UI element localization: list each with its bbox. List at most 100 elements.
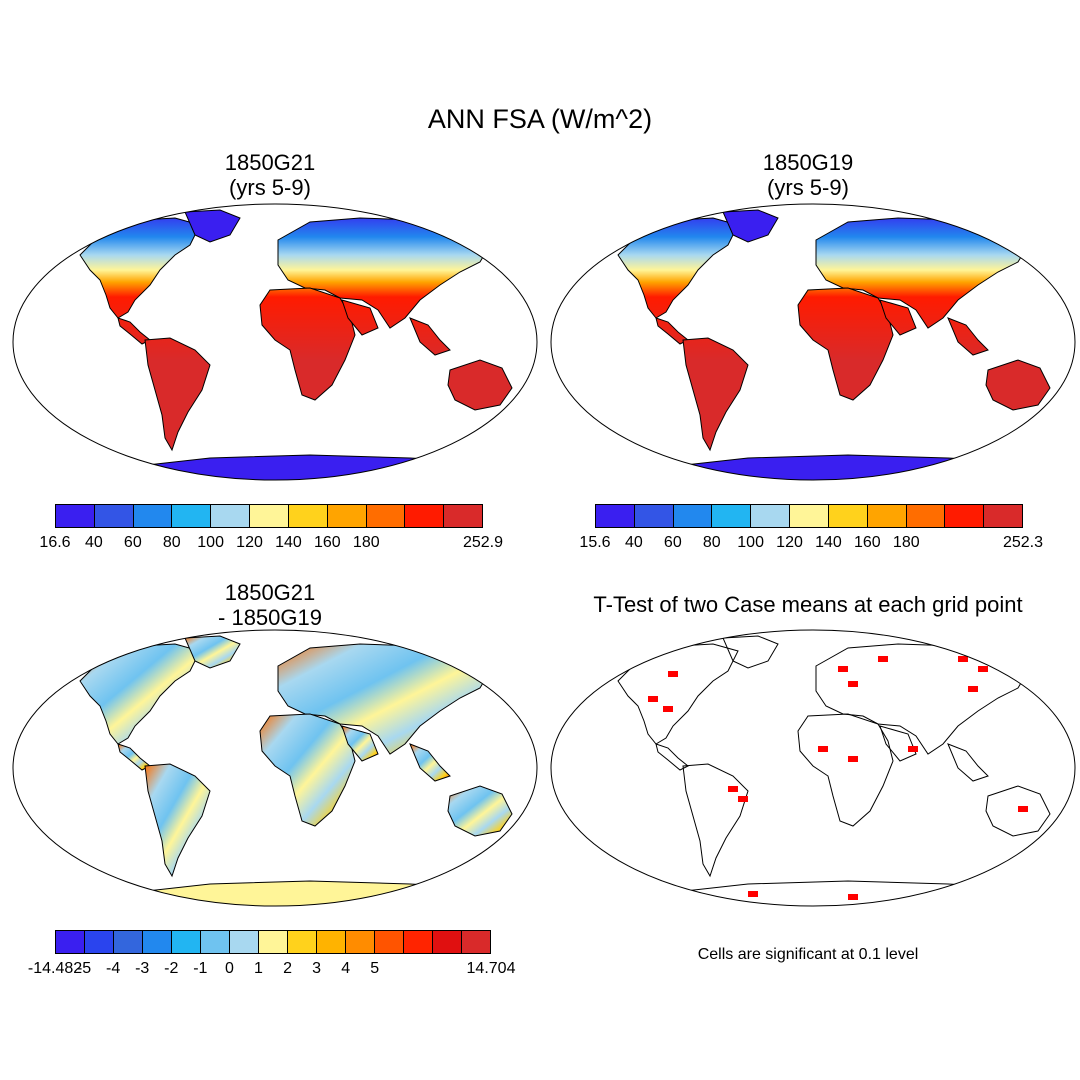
panel-title-1850g21: 1850G21 (yrs 5-9) <box>224 150 316 200</box>
landmass-europe-asia <box>815 643 1029 755</box>
landmass-north-america <box>79 643 201 745</box>
colorbar-tick-label: 40 <box>625 534 643 551</box>
colorbar-swatch <box>259 931 288 953</box>
landmass-antarctica <box>119 454 482 481</box>
landmass-australia <box>985 359 1051 411</box>
landmass-central-america <box>655 743 689 771</box>
colorbar-tick-label: -4 <box>106 960 121 977</box>
landmass-southeast-asia <box>409 317 451 356</box>
colorbar-swatch <box>906 505 946 527</box>
colorbar-swatch <box>346 931 375 953</box>
significant-cell <box>958 656 968 662</box>
colorbar-1850g21 <box>55 504 483 528</box>
colorbar-swatch <box>404 931 433 953</box>
colorbar-swatch <box>114 931 143 953</box>
colorbar-swatch <box>462 931 490 953</box>
significant-cell <box>948 896 958 902</box>
landmass-greenland <box>184 635 241 669</box>
colorbar-swatch <box>172 505 212 527</box>
landmass-south-america <box>144 337 211 452</box>
colorbar-difference <box>55 930 491 954</box>
significant-cell <box>663 706 673 712</box>
panel-title-ttest: T-Test of two Case means at each grid po… <box>593 592 1023 617</box>
colorbar-swatch <box>327 505 367 527</box>
colorbar-swatch <box>596 505 635 527</box>
significant-cell <box>908 746 918 752</box>
colorbar-swatch <box>250 505 289 527</box>
colorbar-swatch <box>433 931 462 953</box>
landmass-arabia <box>341 299 379 336</box>
landmass-south-america <box>144 763 211 878</box>
landmass-north-america <box>79 217 201 319</box>
significant-cell <box>728 786 738 792</box>
colorbar-swatch <box>143 931 172 953</box>
colorbar-tick-label: 140 <box>815 534 842 551</box>
colorbar-tick-label: 5 <box>370 960 380 977</box>
colorbar-swatch <box>634 505 674 527</box>
colorbar-tick-label: -1 <box>193 960 208 977</box>
colorbar-tick-label: 16.6 <box>39 534 71 551</box>
landmass-arabia <box>879 299 917 336</box>
colorbar-swatch <box>56 505 95 527</box>
colorbar-swatch <box>712 505 752 527</box>
colorbar-swatch <box>790 505 829 527</box>
colorbar-swatch <box>288 931 317 953</box>
map-1850g21 <box>12 203 538 481</box>
landmass-southeast-asia <box>947 317 989 356</box>
landmass-australia <box>447 359 513 411</box>
colorbar-tick-label: 120 <box>236 534 263 551</box>
map-frame <box>550 203 1076 481</box>
colorbar-tick-label: 180 <box>892 534 920 551</box>
landmass-antarctica <box>657 880 1020 907</box>
colorbar-1850g19 <box>595 504 1023 528</box>
significant-cell <box>668 671 678 677</box>
colorbar-tick-label: 3 <box>312 960 322 977</box>
colorbar-swatch <box>94 505 134 527</box>
colorbar-tick-label: 160 <box>314 534 341 551</box>
significant-cell <box>978 666 988 672</box>
landmass-north-america <box>617 643 739 745</box>
colorbar-swatch <box>172 931 201 953</box>
colorbar-swatch <box>230 931 259 953</box>
colorbar-swatch <box>56 931 85 953</box>
significant-cell <box>958 888 968 894</box>
landmass-southeast-asia <box>947 743 989 782</box>
landmass-north-america <box>617 217 739 319</box>
landmass-australia <box>447 785 513 837</box>
colorbar-tick-label: 14.704 <box>466 960 516 977</box>
landmass-arabia <box>879 725 917 762</box>
significant-cell <box>968 686 978 692</box>
landmass-greenland <box>722 209 779 243</box>
map-ttest-significance <box>550 629 1076 907</box>
colorbar-swatch <box>366 505 406 527</box>
colorbar-swatch <box>444 505 482 527</box>
colorbar-tick-label: 120 <box>776 534 803 551</box>
landmass-africa <box>259 713 356 827</box>
colorbar-swatch <box>405 505 445 527</box>
colorbar-tick-label: 100 <box>197 534 224 551</box>
landmass-africa <box>259 287 356 401</box>
significant-cell <box>1018 806 1028 812</box>
colorbar-swatch <box>375 931 404 953</box>
colorbar-tick-label: 100 <box>737 534 764 551</box>
colorbar-swatch <box>984 505 1022 527</box>
panel-title-difference: 1850G21 - 1850G19 <box>218 580 322 630</box>
colorbar-tick-label: 180 <box>352 534 380 551</box>
colorbar-tick-label: -3 <box>135 960 150 977</box>
significant-cell <box>848 756 858 762</box>
colorbar-tick-label: -2 <box>164 960 179 977</box>
landmass-antarctica <box>119 880 482 907</box>
colorbar-tick-label: 40 <box>85 534 103 551</box>
landmass-africa <box>797 287 894 401</box>
colorbar-tick-label: 60 <box>123 534 142 551</box>
colorbar-swatch <box>867 505 907 527</box>
colorbar-swatch <box>673 505 713 527</box>
colorbar-tick-label: -5 <box>76 960 92 977</box>
landmass-greenland <box>722 635 779 669</box>
map-frame <box>550 629 1076 907</box>
colorbar-tick-label: 252.9 <box>462 534 504 551</box>
significant-cell <box>748 891 758 897</box>
colorbar-tick-label: 1 <box>254 960 263 977</box>
significant-cell <box>738 796 748 802</box>
colorbar-swatch <box>201 931 230 953</box>
